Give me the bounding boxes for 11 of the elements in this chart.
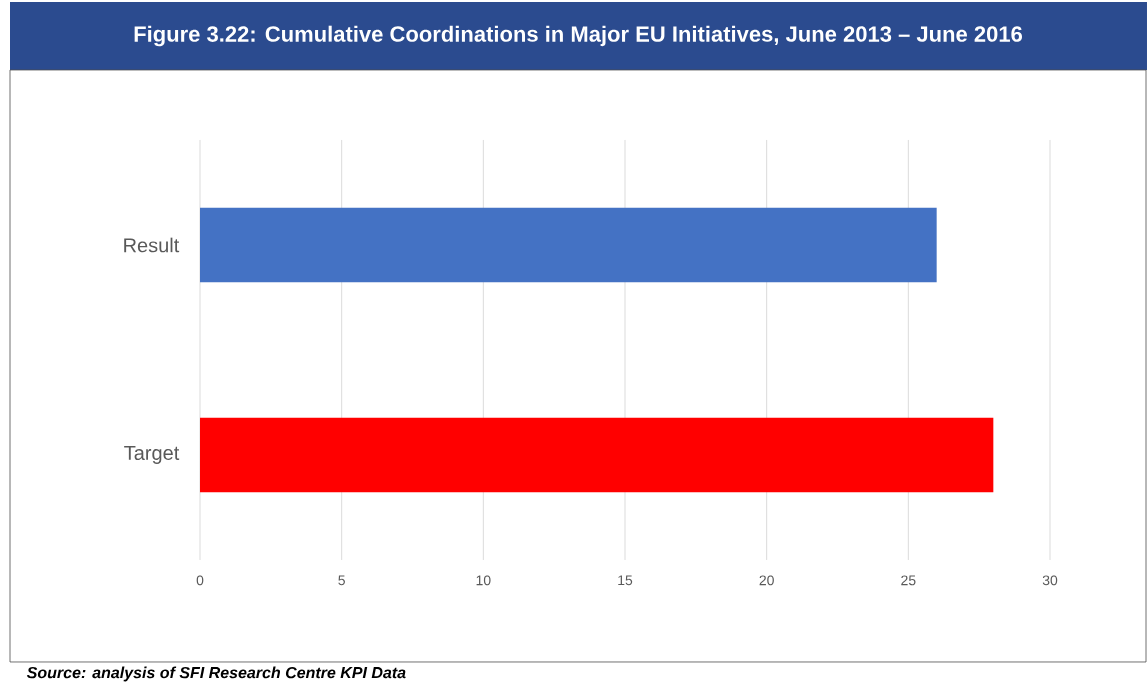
chart-title: Figure 3.22: Cumulative Coordinations in Major EU Initiatives, June 2013 – June 2016: [134, 25, 1022, 47]
x-tick-label: 5: [338, 575, 345, 586]
x-tick-label: 0: [196, 575, 204, 586]
x-tick-label: 10: [476, 575, 491, 586]
x-tick-label: 25: [901, 575, 916, 586]
x-tick-label: 20: [759, 575, 774, 586]
x-tick-label: 30: [1042, 575, 1058, 586]
y-tick-label: Target: [124, 446, 180, 464]
x-tick-label: 15: [618, 575, 633, 586]
y-tick-label: Result: [124, 237, 180, 253]
source-note: Source: analysis of SFI Research Centre KPI Data: [26, 666, 406, 682]
